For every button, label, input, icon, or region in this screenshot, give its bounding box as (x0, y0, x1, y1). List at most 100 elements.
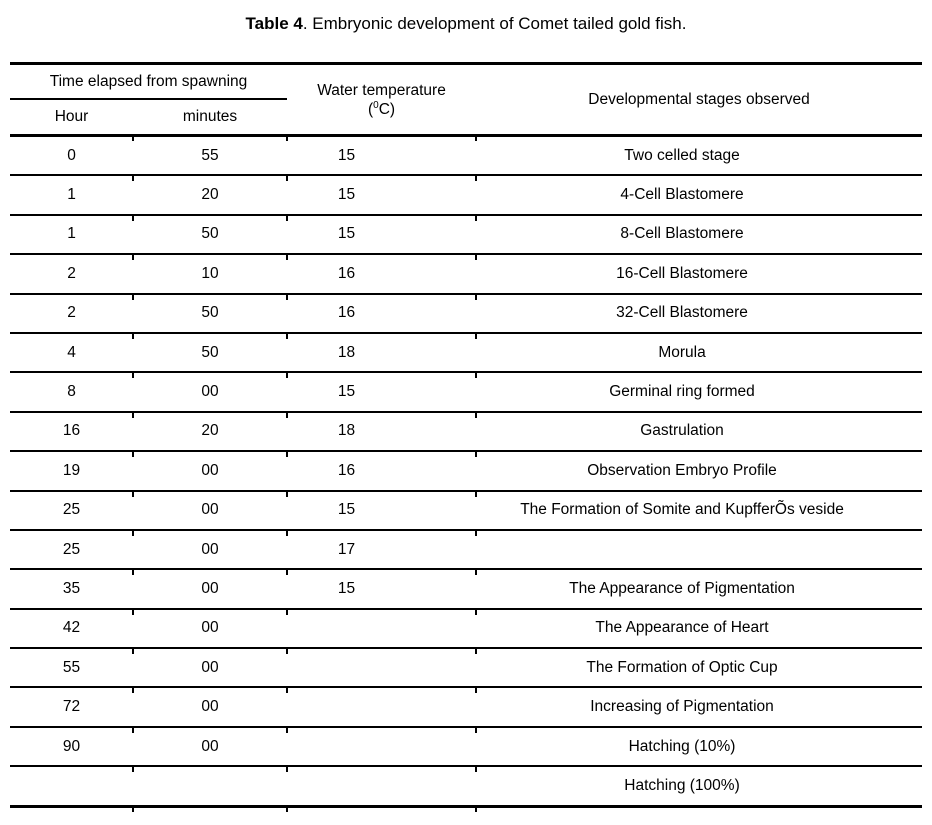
table-row: 2 50 16 32-Cell Blastomere (10, 293, 923, 339)
table-row: 35 00 15 The Appearance of Pigmentation (10, 569, 923, 615)
cell-stage: Hatching (10%) (475, 726, 923, 772)
table-row: 0 55 15 Two celled stage (10, 135, 923, 180)
cell-minutes: 00 (131, 648, 288, 693)
cell-hour: 42 (10, 608, 133, 650)
cell-minutes: 00 (131, 608, 288, 654)
cell-minutes: 50 (131, 293, 288, 339)
unit-superscript-zero: 0 (373, 99, 379, 111)
cell-temp: 18 (286, 332, 477, 378)
cell-stage (475, 529, 923, 575)
cell-temp: 15 (286, 490, 477, 536)
cell-temp: 15 (286, 214, 477, 260)
cell-stage: Germinal ring formed (475, 372, 923, 418)
unit-close: C) (378, 100, 396, 118)
cell-hour: 2 (10, 293, 133, 334)
cell-minutes: 20 (131, 175, 288, 221)
cell-hour (10, 766, 133, 808)
cell-hour: 4 (10, 332, 133, 374)
header-water-temperature: Water temperature (0C) (286, 63, 477, 140)
cell-hour: 72 (10, 687, 133, 728)
cell-temp: 16 (286, 293, 477, 339)
table-row: 16 20 18 Gastrulation (10, 411, 923, 457)
table-row: 25 00 17 (10, 529, 923, 575)
header-row-group: Time elapsed from spawning Water tempera… (10, 63, 923, 140)
cell-temp (286, 608, 477, 654)
cell-temp (286, 726, 477, 772)
table-caption: Table 4. Embryonic development of Comet … (0, 13, 932, 35)
cell-hour: 0 (10, 135, 133, 177)
cell-stage: The Formation of Somite and KupfferÕs ve… (475, 490, 923, 536)
header-row-sub: Hour minutes (10, 99, 922, 140)
table-caption-label: Table 4 (245, 14, 303, 33)
cell-stage: 32-Cell Blastomere (475, 293, 923, 339)
header-water-temperature-unit: (0C) (367, 99, 396, 118)
cell-hour: 90 (10, 726, 133, 768)
cell-stage: Observation Embryo Profile (475, 451, 923, 496)
cell-temp: 17 (286, 529, 477, 575)
header-minutes: minutes (131, 99, 288, 140)
cell-minutes: 00 (131, 372, 288, 418)
table-row: 72 00 Increasing of Pigmentation (10, 687, 923, 733)
cell-stage: Gastrulation (475, 411, 923, 457)
header-water-temperature-line1: Water temperature (317, 81, 446, 99)
development-table: Time elapsed from spawning Water tempera… (10, 62, 923, 811)
table-row: 4 50 18 Morula (10, 332, 923, 378)
table-caption-text: . Embryonic development of Comet tailed … (302, 14, 687, 33)
cell-stage: The Appearance of Heart (475, 608, 923, 654)
cell-hour: 2 (10, 254, 133, 295)
cell-hour: 25 (10, 529, 133, 571)
cell-temp (286, 648, 477, 693)
table-row: 2 10 16 16-Cell Blastomere (10, 254, 923, 300)
cell-minutes: 00 (131, 726, 288, 772)
cell-temp (286, 687, 477, 733)
cell-minutes: 00 (131, 451, 288, 496)
cell-stage: The Appearance of Pigmentation (475, 569, 923, 615)
cell-hour: 35 (10, 569, 133, 610)
header-time-elapsed: Time elapsed from spawning (10, 63, 288, 100)
header-developmental-stages: Developmental stages observed (475, 63, 923, 140)
table-header: Time elapsed from spawning Water tempera… (10, 63, 923, 140)
cell-stage: 16-Cell Blastomere (475, 254, 923, 300)
header-hour: Hour (10, 99, 133, 137)
cell-hour: 1 (10, 175, 133, 216)
cell-minutes: 50 (131, 214, 288, 260)
table-row: 90 00 Hatching (10%) (10, 726, 923, 772)
cell-temp: 16 (286, 254, 477, 300)
table-row: 55 00 The Formation of Optic Cup (10, 648, 923, 693)
cell-stage: Two celled stage (475, 135, 923, 180)
cell-hour: 16 (10, 411, 133, 453)
cell-minutes: 00 (131, 490, 288, 536)
cell-minutes: 55 (131, 135, 288, 180)
cell-minutes: 00 (131, 529, 288, 575)
cell-stage: 4-Cell Blastomere (475, 175, 923, 221)
cell-minutes: 10 (131, 254, 288, 300)
cell-hour: 19 (10, 451, 133, 492)
cell-temp: 15 (286, 372, 477, 418)
table-row: 42 00 The Appearance of Heart (10, 608, 923, 654)
cell-hour: 8 (10, 372, 133, 413)
table-row: Hatching (100%) (10, 766, 923, 811)
table-row: 19 00 16 Observation Embryo Profile (10, 451, 923, 496)
cell-temp: 15 (286, 569, 477, 615)
unit-paren-open: ( (367, 100, 374, 118)
cell-hour: 1 (10, 214, 133, 256)
cell-minutes: 00 (131, 569, 288, 615)
cell-stage: Morula (475, 332, 923, 378)
cell-minutes (131, 766, 288, 811)
cell-minutes: 50 (131, 332, 288, 378)
cell-stage: Hatching (100%) (475, 766, 923, 811)
cell-hour: 55 (10, 648, 133, 689)
table-row: 8 00 15 Germinal ring formed (10, 372, 923, 418)
cell-minutes: 00 (131, 687, 288, 733)
cell-stage: The Formation of Optic Cup (475, 648, 923, 693)
cell-temp: 18 (286, 411, 477, 457)
table-row: 1 20 15 4-Cell Blastomere (10, 175, 923, 221)
cell-temp: 16 (286, 451, 477, 496)
table-body: 0 55 15 Two celled stage 1 20 15 4-Cell Blastom… (10, 135, 923, 811)
cell-minutes: 20 (131, 411, 288, 457)
cell-temp: 15 (286, 175, 477, 221)
cell-hour: 25 (10, 490, 133, 531)
table-row: 25 00 15 The Formation of Somite and Kupffe… (10, 490, 923, 536)
cell-stage: 8-Cell Blastomere (475, 214, 923, 260)
